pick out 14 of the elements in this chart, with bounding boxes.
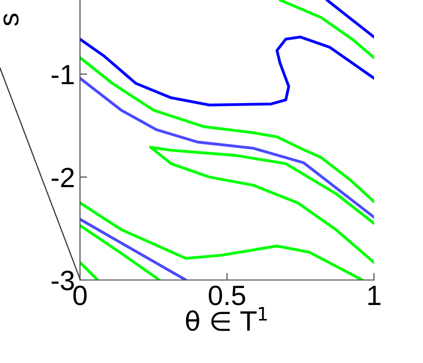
x-tick-label: 0: [73, 286, 87, 306]
y-axis-title: s: [3, 14, 19, 26]
y-tick-label: -1: [52, 65, 74, 84]
line-series: [80, 76, 374, 219]
y-tick-label: -3: [52, 270, 74, 290]
line-series: [80, 201, 364, 280]
x-axis-title: θ ∈ T$^{1}$: [186, 307, 267, 331]
y-tick-label: -2: [52, 168, 74, 188]
line-series: [80, 56, 374, 204]
x-tick-label: 1: [368, 286, 380, 305]
x-tick-label: 0.5: [208, 286, 246, 306]
line-series: [149, 146, 374, 264]
line-series: [80, 36, 374, 106]
line-series: [278, 0, 374, 60]
